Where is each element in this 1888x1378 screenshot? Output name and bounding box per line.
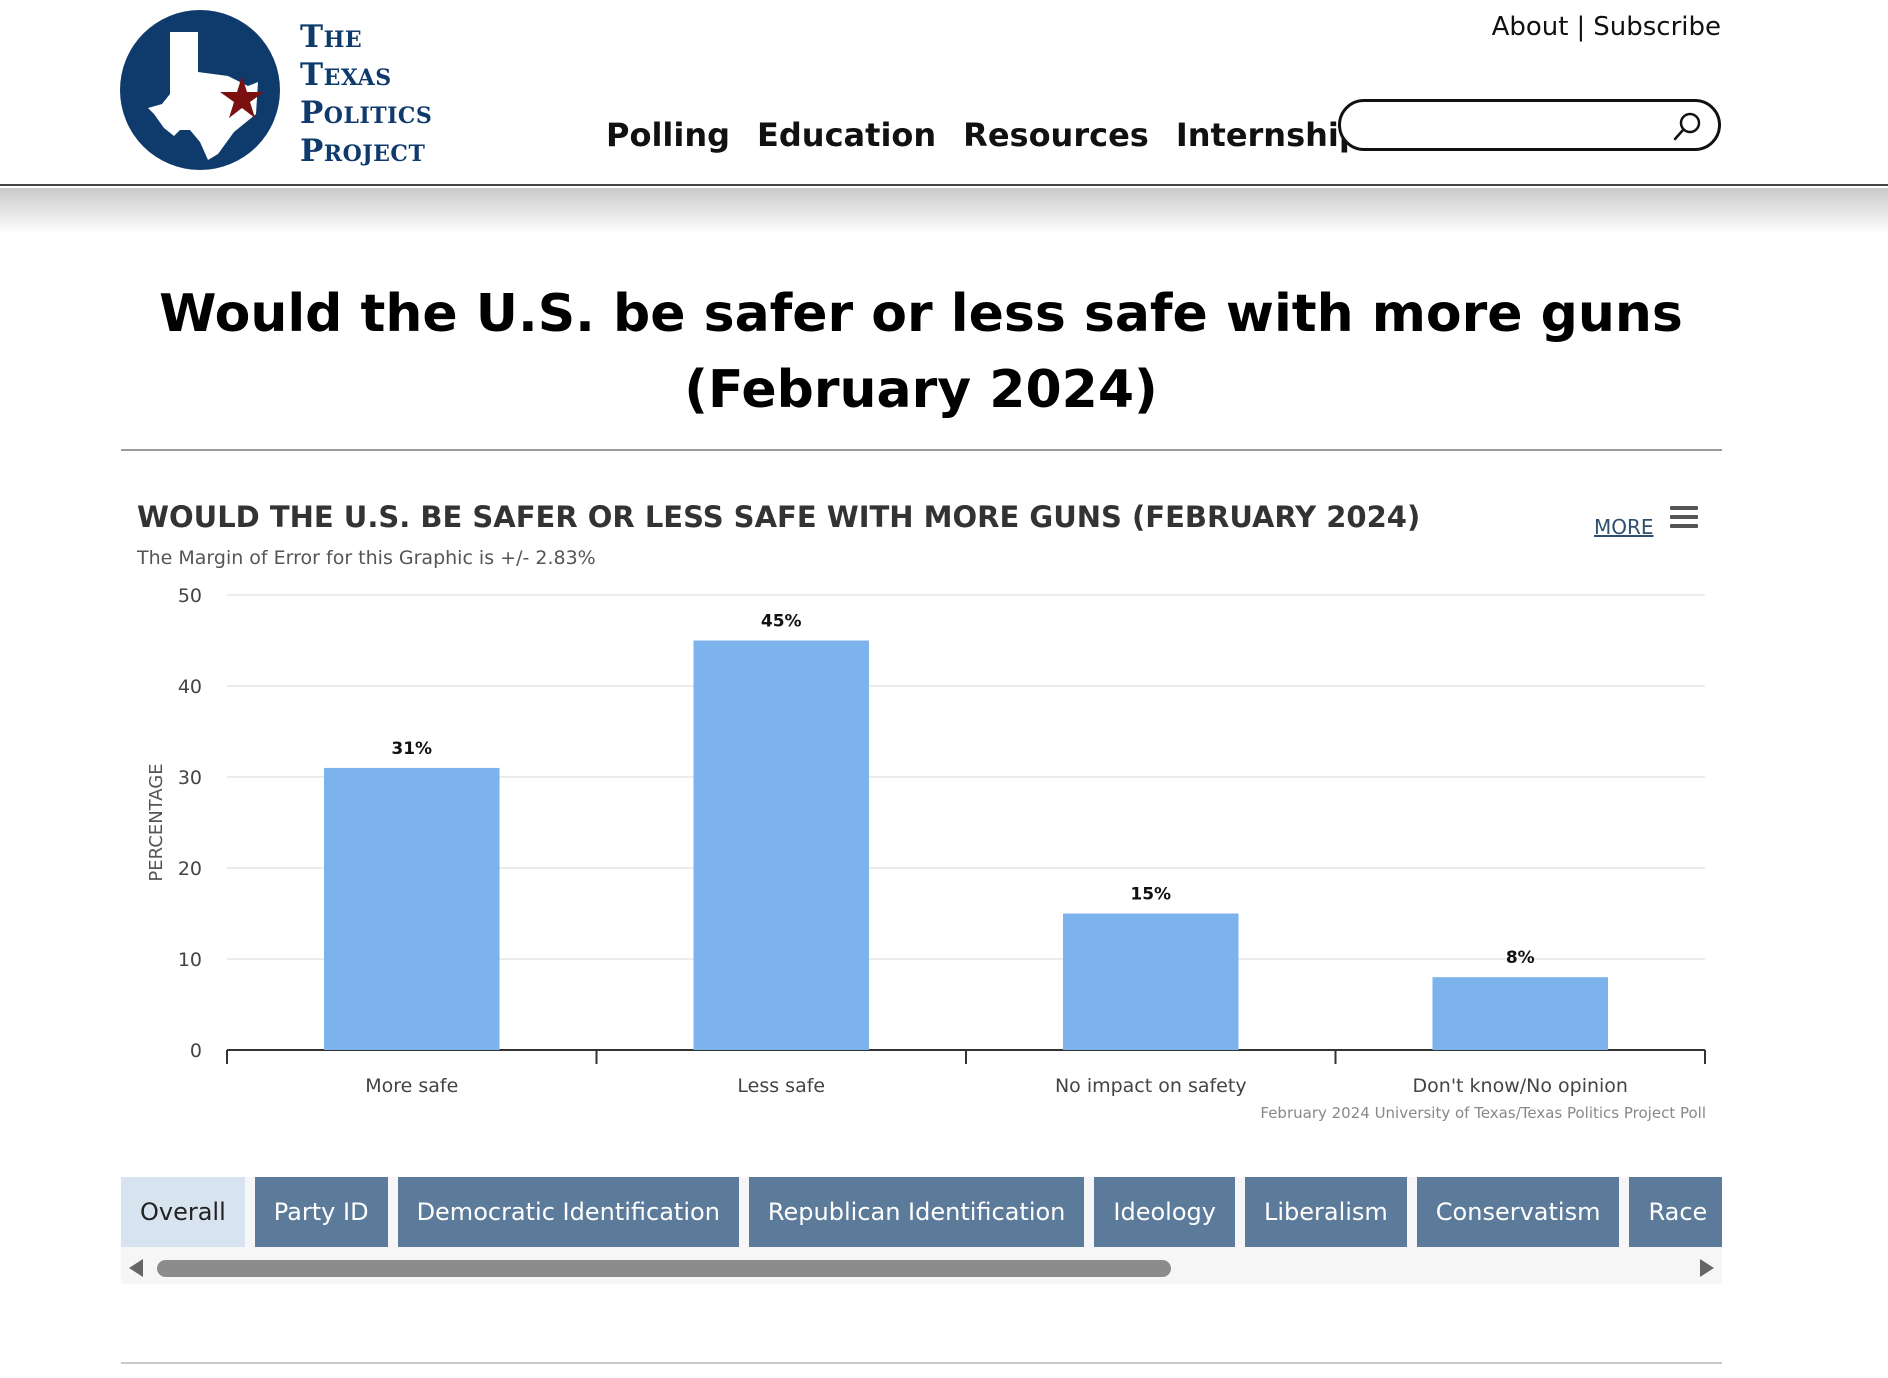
site-logo[interactable]: The Texas Politics Project xyxy=(120,10,440,170)
site-header: The Texas Politics Project About | Subscri… xyxy=(0,0,1888,186)
bar-chart: 0 10 20 30 40 50 PERCENTAGE 31% More safe 45% Less… xyxy=(146,585,1706,1097)
subscribe-link[interactable]: Subscribe xyxy=(1593,12,1721,42)
top-links: About | Subscribe xyxy=(1492,12,1721,42)
bar xyxy=(1432,977,1609,1050)
tab-party-id[interactable]: Party ID xyxy=(254,1177,388,1247)
logo-wordmark: The Texas Politics Project xyxy=(300,18,432,170)
logo-line: The xyxy=(300,19,363,55)
search-box xyxy=(1338,99,1721,151)
x-tick-label: Less safe xyxy=(737,1075,825,1097)
about-link[interactable]: About xyxy=(1491,12,1569,42)
chart-credit: February 2024 University of Texas/Texas … xyxy=(1260,1104,1706,1122)
nav-item-polling[interactable]: Polling xyxy=(606,116,731,154)
logo-line: Politics xyxy=(300,95,433,131)
logo-line: Texas xyxy=(300,57,392,93)
search-icon[interactable] xyxy=(1672,110,1704,142)
divider xyxy=(121,1362,1722,1364)
tab-overall[interactable]: Overall xyxy=(121,1177,245,1247)
more-link[interactable]: MORE xyxy=(1594,515,1654,539)
y-tick-label: 40 xyxy=(178,676,202,698)
y-axis-title: PERCENTAGE xyxy=(146,763,167,881)
bar xyxy=(693,640,870,1050)
texas-star-logo-icon xyxy=(120,10,280,170)
tab-conservatism[interactable]: Conservatism xyxy=(1416,1177,1620,1247)
y-tick-label: 10 xyxy=(178,949,202,971)
chart-subtitle: The Margin of Error for this Graphic is … xyxy=(137,547,596,569)
y-tick-label: 0 xyxy=(190,1040,202,1062)
data-label: 8% xyxy=(1506,948,1535,968)
tab-strip: Overall Party ID Democratic Identification… xyxy=(121,1177,1722,1247)
x-tick-label: No impact on safety xyxy=(1055,1075,1247,1097)
data-label: 15% xyxy=(1130,885,1171,905)
x-tick-label: Don't know/No opinion xyxy=(1413,1075,1628,1097)
tab-democratic-identification[interactable]: Democratic Identification xyxy=(397,1177,739,1247)
scroll-left-icon[interactable] xyxy=(129,1259,143,1277)
search-input[interactable] xyxy=(1361,110,1661,140)
link-separator: | xyxy=(1576,12,1586,42)
bar xyxy=(1062,913,1239,1050)
y-tick-label: 20 xyxy=(178,858,202,880)
crosstab-tabs: Overall Party ID Democratic Identification… xyxy=(121,1177,1722,1284)
chart-menu-icon[interactable] xyxy=(1670,506,1698,530)
header-shadow xyxy=(0,188,1888,234)
y-tick-label: 30 xyxy=(178,767,202,789)
tab-liberalism[interactable]: Liberalism xyxy=(1244,1177,1407,1247)
data-label: 45% xyxy=(761,612,802,632)
logo-line: Project xyxy=(300,133,426,169)
nav-item-education[interactable]: Education xyxy=(757,116,937,154)
tab-race[interactable]: Race xyxy=(1629,1177,1722,1247)
chart-title: WOULD THE U.S. BE SAFER OR LESS SAFE WIT… xyxy=(137,500,1421,534)
tab-republican-identification[interactable]: Republican Identification xyxy=(748,1177,1085,1247)
scrollbar-thumb[interactable] xyxy=(157,1260,1171,1277)
page-title: Would the U.S. be safer or less safe wit… xyxy=(159,284,1683,420)
scroll-right-icon[interactable] xyxy=(1700,1259,1714,1277)
x-tick-label: More safe xyxy=(365,1075,458,1097)
divider xyxy=(121,449,1722,451)
y-tick-label: 50 xyxy=(178,585,202,607)
nav-item-resources[interactable]: Resources xyxy=(963,116,1149,154)
data-label: 31% xyxy=(391,739,432,759)
tab-ideology[interactable]: Ideology xyxy=(1094,1177,1235,1247)
bar xyxy=(323,767,500,1050)
